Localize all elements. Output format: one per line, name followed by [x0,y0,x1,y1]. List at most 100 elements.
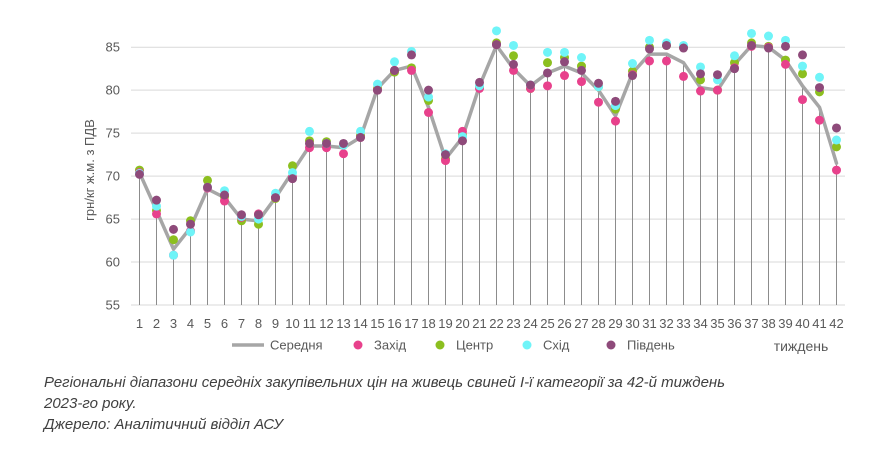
data-point [135,169,144,179]
legend: Середня Захід Центр Схід Південь [232,338,675,353]
data-point [407,50,416,60]
data-point [492,26,501,36]
data-point [543,68,552,78]
data-point [832,142,841,152]
data-point [577,65,586,75]
data-point [237,210,246,220]
data-point [645,35,654,45]
x-tick-label: 11 [303,316,317,331]
x-tick-label: 7 [238,316,245,331]
x-tick-label: 3 [170,316,177,331]
data-point [577,77,586,87]
legend-label: Середня [270,338,323,353]
data-point [815,83,824,93]
x-tick-label: 36 [727,316,741,331]
x-tick-label: 32 [659,316,673,331]
x-tick-label: 1 [136,316,143,331]
data-point [679,71,688,81]
x-tick-label: 37 [744,316,758,331]
data-point [543,58,552,68]
data-point [390,57,399,67]
legend-label: Південь [627,338,675,353]
x-tick-label: 39 [778,316,792,331]
x-tick-label: 38 [761,316,775,331]
data-point [560,71,569,81]
y-tick-label: 85 [106,40,120,55]
x-tick-label: 13 [336,316,350,331]
x-tick-label: 2 [153,316,160,331]
x-tick-label: 40 [795,316,809,331]
data-point [373,85,382,95]
y-axis-label: грн/кг ж.м. з ПДВ [82,119,97,221]
data-point [611,116,620,126]
x-tick-label: 31 [642,316,656,331]
x-tick-label: 6 [221,316,228,331]
series-markers [135,26,841,260]
data-point [815,72,824,82]
x-tick-label: 20 [455,316,469,331]
x-tick-label: 28 [591,316,605,331]
caption-title-continued: 2023-го року. [44,395,137,412]
data-point [543,47,552,57]
x-tick-label: 42 [829,316,843,331]
data-point [696,69,705,79]
data-point [798,50,807,60]
y-tick-label: 65 [106,212,120,227]
caption-source: Джерело: Аналітичний відділ АСУ [44,416,283,433]
data-point [356,132,365,142]
data-point [152,195,161,205]
data-point [832,135,841,145]
data-point [169,224,178,234]
y-tick-label: 55 [106,298,120,313]
data-point [526,80,535,90]
grid-lines [131,46,845,306]
data-point [594,97,603,107]
data-point [305,138,314,148]
data-point [781,41,790,51]
figure-caption: Регіональні діапазони середніх закупівел… [44,372,844,435]
data-point [832,123,841,133]
data-point [832,165,841,175]
data-point [186,227,195,237]
data-point [339,149,348,159]
legend-swatch-marker [353,340,363,350]
data-point [662,56,671,66]
data-point [730,51,739,61]
data-point [322,138,331,148]
data-point [815,115,824,125]
data-point [305,126,314,136]
data-point [288,174,297,184]
x-axis-label: тиждень [774,338,829,354]
data-point [203,175,212,185]
data-point [509,40,518,50]
data-point [509,51,518,61]
y-axis-ticks: 55 60 65 70 75 80 85 [106,40,120,313]
legend-swatch-marker [522,340,532,350]
legend-label: Схід [543,338,570,353]
x-tick-label: 9 [272,316,279,331]
data-point [645,56,654,66]
data-point [764,31,773,41]
legend-swatch-marker [606,340,616,350]
data-point [781,59,790,69]
caption-title: Регіональні діапазони середніх закупівел… [44,374,726,391]
x-tick-label: 24 [523,316,537,331]
data-point [186,219,195,229]
data-point [424,108,433,117]
x-tick-label: 18 [421,316,435,331]
data-point [254,210,263,220]
data-point [747,28,756,38]
x-tick-label: 23 [506,316,520,331]
data-point [441,150,450,160]
x-tick-label: 16 [387,316,401,331]
data-point [169,250,178,260]
y-tick-label: 75 [106,126,120,141]
x-tick-label: 12 [319,316,333,331]
data-point [458,136,467,146]
data-point [611,96,620,106]
data-point [271,193,280,203]
data-point [407,65,416,75]
data-point [713,70,722,80]
data-point [560,57,569,67]
data-point [713,85,722,95]
